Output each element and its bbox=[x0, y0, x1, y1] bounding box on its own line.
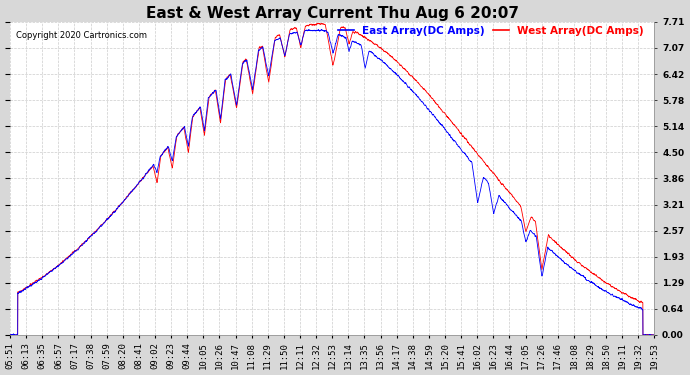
Title: East & West Array Current Thu Aug 6 20:07: East & West Array Current Thu Aug 6 20:0… bbox=[146, 6, 519, 21]
Legend: East Array(DC Amps), West Array(DC Amps): East Array(DC Amps), West Array(DC Amps) bbox=[334, 22, 648, 40]
Text: Copyright 2020 Cartronics.com: Copyright 2020 Cartronics.com bbox=[17, 31, 148, 40]
